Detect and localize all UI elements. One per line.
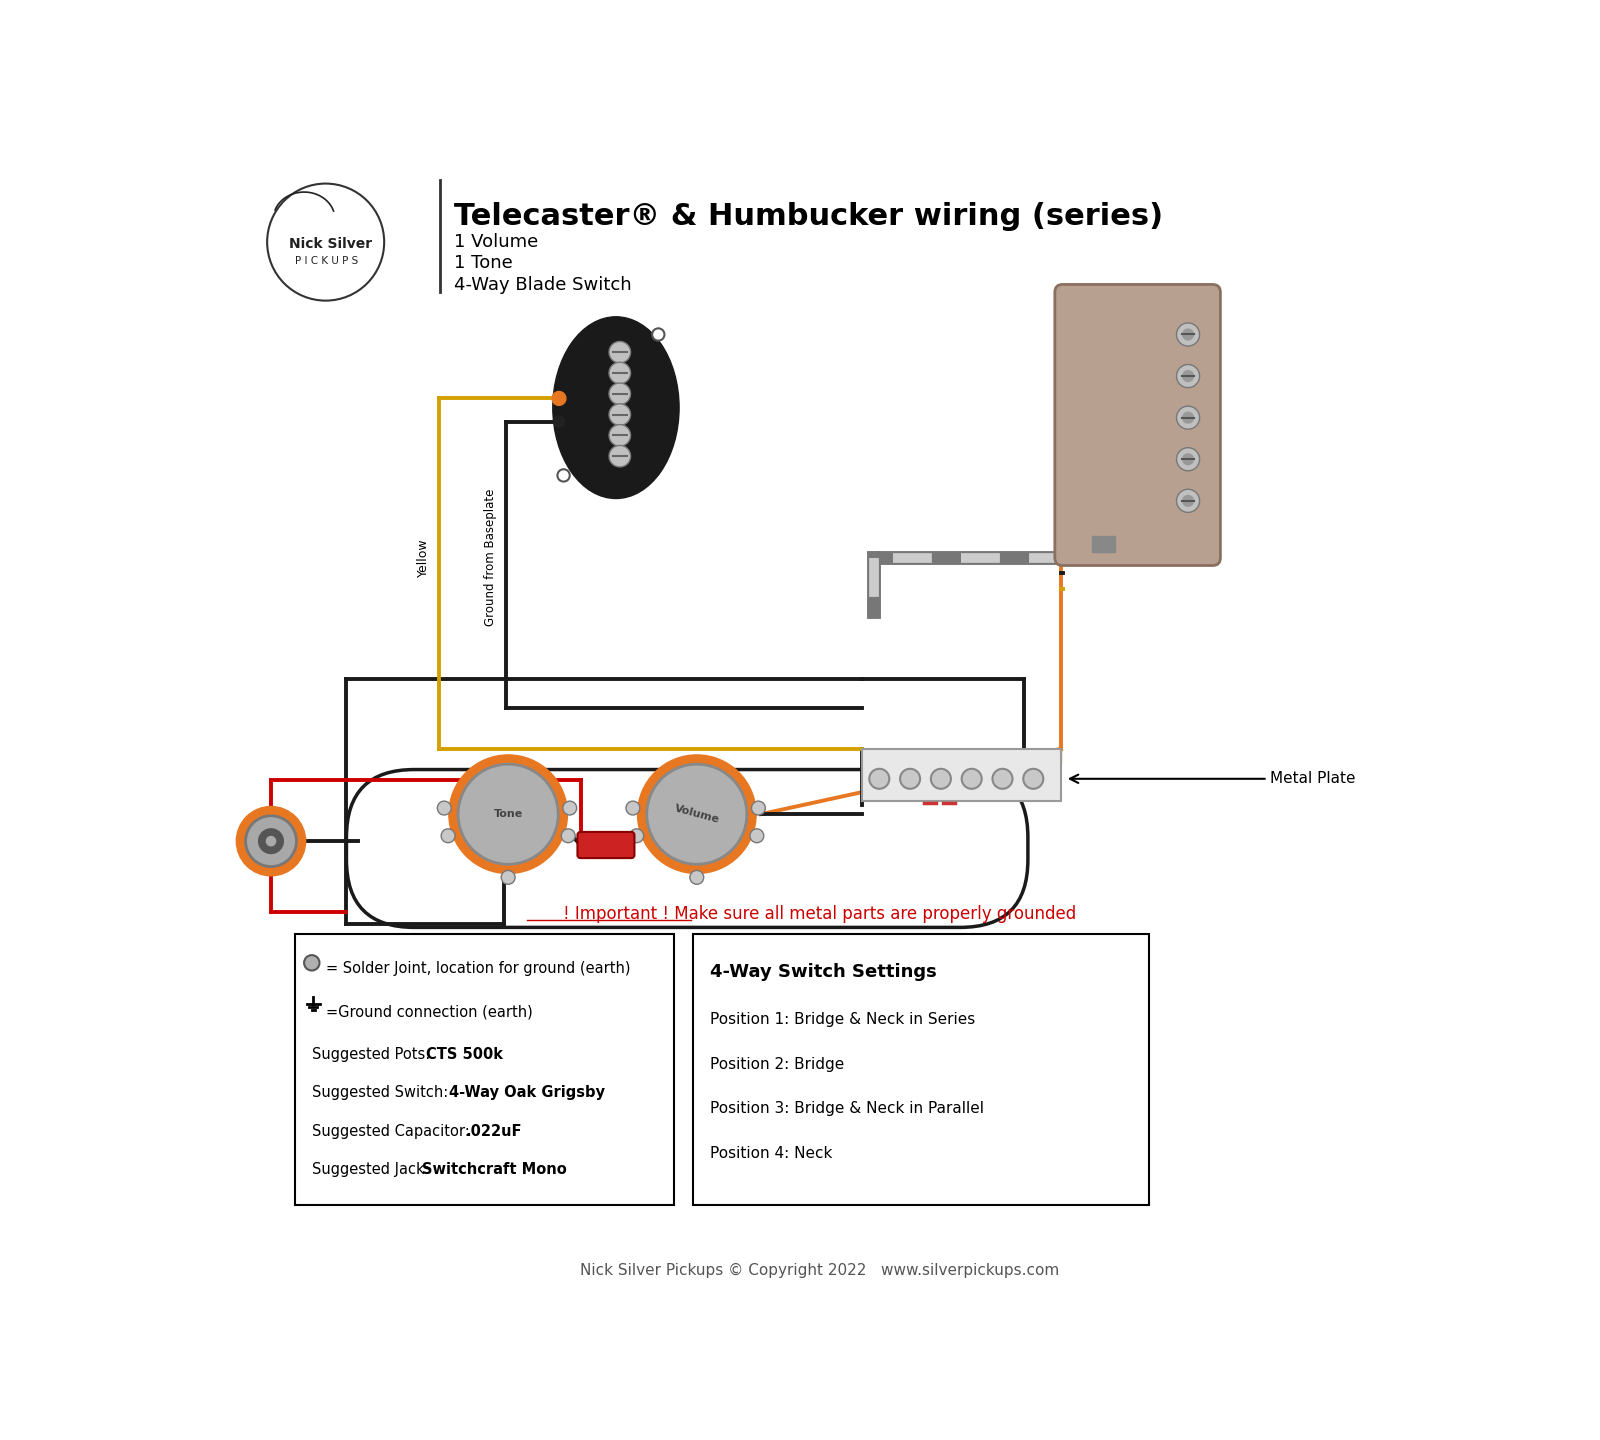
Text: .022uF: .022uF bbox=[466, 1123, 522, 1139]
Text: 1 Volume: 1 Volume bbox=[454, 233, 539, 251]
Text: Ground from Baseplate: Ground from Baseplate bbox=[483, 490, 498, 626]
Circle shape bbox=[442, 829, 454, 842]
Circle shape bbox=[267, 183, 384, 301]
Text: = Solder Joint, location for ground (earth): = Solder Joint, location for ground (ear… bbox=[326, 960, 630, 975]
Circle shape bbox=[554, 416, 565, 426]
Circle shape bbox=[630, 829, 643, 842]
Text: Nick Silver: Nick Silver bbox=[288, 238, 371, 251]
Text: 4-Way Switch Settings: 4-Way Switch Settings bbox=[710, 963, 936, 981]
Circle shape bbox=[646, 765, 747, 864]
Text: Suggested Switch:: Suggested Switch: bbox=[312, 1086, 453, 1100]
Text: Suggested Jack:: Suggested Jack: bbox=[312, 1162, 434, 1178]
Text: Position 1: Bridge & Neck in Series: Position 1: Bridge & Neck in Series bbox=[710, 1012, 974, 1027]
Circle shape bbox=[458, 765, 558, 864]
Text: P I C K U P S: P I C K U P S bbox=[294, 256, 358, 265]
Circle shape bbox=[610, 363, 630, 384]
Text: Ground from Bridge: Ground from Bridge bbox=[722, 850, 1019, 873]
Circle shape bbox=[562, 829, 574, 842]
Circle shape bbox=[752, 801, 765, 815]
Circle shape bbox=[1182, 495, 1194, 507]
FancyBboxPatch shape bbox=[347, 769, 1027, 927]
Circle shape bbox=[931, 769, 950, 789]
Circle shape bbox=[610, 445, 630, 467]
Circle shape bbox=[992, 769, 1013, 789]
Circle shape bbox=[237, 806, 306, 876]
Circle shape bbox=[1182, 454, 1194, 465]
Text: Yellow: Yellow bbox=[418, 539, 430, 577]
Bar bbox=[862, 749, 1061, 801]
Circle shape bbox=[1176, 406, 1200, 429]
FancyBboxPatch shape bbox=[578, 832, 635, 858]
FancyBboxPatch shape bbox=[1054, 285, 1221, 566]
Text: Metal Plate: Metal Plate bbox=[1070, 772, 1355, 786]
Text: Suggested Capacitor:: Suggested Capacitor: bbox=[312, 1123, 474, 1139]
Circle shape bbox=[245, 815, 296, 867]
Text: Position 3: Bridge & Neck in Parallel: Position 3: Bridge & Neck in Parallel bbox=[710, 1102, 984, 1116]
Circle shape bbox=[557, 469, 570, 481]
Text: 4-Way Oak Grigsby: 4-Way Oak Grigsby bbox=[450, 1086, 605, 1100]
Text: 1 Tone: 1 Tone bbox=[454, 255, 514, 272]
Circle shape bbox=[637, 755, 757, 874]
Circle shape bbox=[869, 769, 890, 789]
Bar bbox=[1091, 536, 1115, 552]
Circle shape bbox=[653, 328, 664, 341]
Text: CTS 500k: CTS 500k bbox=[426, 1047, 502, 1061]
Circle shape bbox=[1176, 448, 1200, 471]
Bar bbox=[294, 933, 674, 1205]
Circle shape bbox=[1024, 769, 1043, 789]
Circle shape bbox=[690, 870, 704, 884]
Circle shape bbox=[1176, 490, 1200, 513]
Circle shape bbox=[750, 829, 763, 842]
Circle shape bbox=[962, 769, 982, 789]
Circle shape bbox=[1182, 330, 1194, 340]
Bar bbox=[693, 933, 1149, 1205]
Text: Position 4: Neck: Position 4: Neck bbox=[710, 1146, 832, 1161]
Circle shape bbox=[304, 955, 320, 971]
Text: Telecaster® & Humbucker wiring (series): Telecaster® & Humbucker wiring (series) bbox=[454, 202, 1163, 230]
Circle shape bbox=[1182, 412, 1194, 423]
Circle shape bbox=[552, 392, 566, 405]
Circle shape bbox=[259, 829, 283, 854]
Circle shape bbox=[610, 383, 630, 405]
Circle shape bbox=[1176, 323, 1200, 346]
Ellipse shape bbox=[554, 317, 678, 498]
Circle shape bbox=[437, 801, 451, 815]
Circle shape bbox=[610, 403, 630, 425]
Bar bbox=[862, 749, 1061, 763]
Text: Tone: Tone bbox=[493, 809, 523, 819]
Circle shape bbox=[563, 801, 576, 815]
Circle shape bbox=[610, 341, 630, 363]
Circle shape bbox=[1182, 370, 1194, 382]
Text: Position 2: Bridge: Position 2: Bridge bbox=[710, 1057, 845, 1071]
Text: ! Important ! Make sure all metal parts are properly grounded: ! Important ! Make sure all metal parts … bbox=[563, 904, 1077, 923]
Circle shape bbox=[610, 425, 630, 446]
Circle shape bbox=[1176, 364, 1200, 387]
Circle shape bbox=[266, 837, 275, 845]
Text: =Ground connection (earth): =Ground connection (earth) bbox=[326, 1005, 533, 1020]
Text: Volume: Volume bbox=[674, 804, 720, 825]
Circle shape bbox=[450, 755, 568, 874]
Text: 4-Way Blade Switch: 4-Way Blade Switch bbox=[454, 276, 632, 294]
Circle shape bbox=[501, 870, 515, 884]
Text: Switchcraft Mono: Switchcraft Mono bbox=[422, 1162, 566, 1178]
Circle shape bbox=[901, 769, 920, 789]
Text: Suggested Pots:: Suggested Pots: bbox=[312, 1047, 435, 1061]
Circle shape bbox=[626, 801, 640, 815]
Text: Nick Silver Pickups © Copyright 2022   www.silverpickups.com: Nick Silver Pickups © Copyright 2022 www… bbox=[581, 1263, 1059, 1277]
